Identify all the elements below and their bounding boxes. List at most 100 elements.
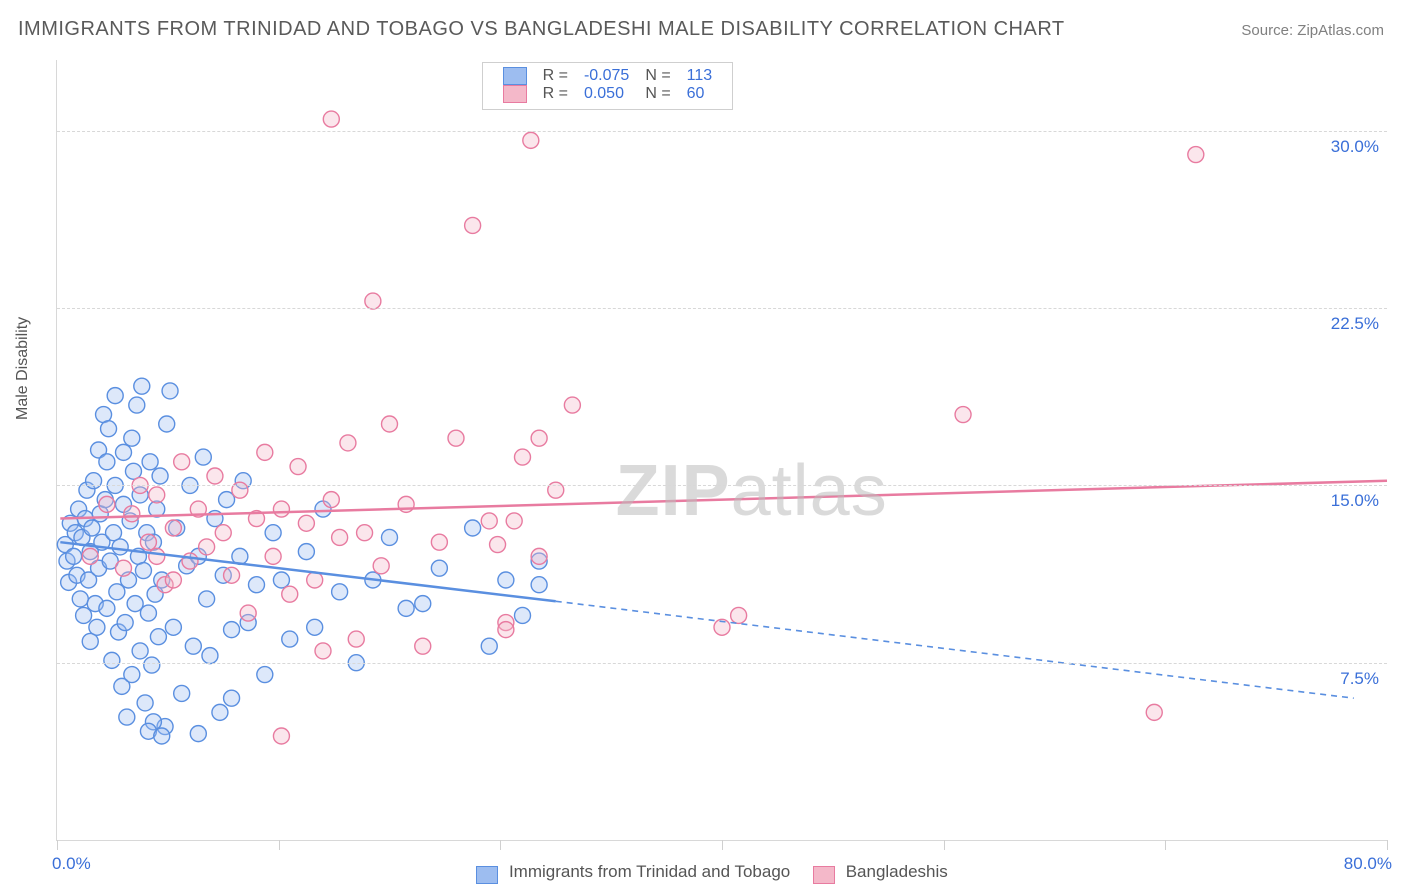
data-point	[162, 383, 178, 399]
data-point	[152, 468, 168, 484]
x-tick	[1165, 840, 1166, 850]
data-point	[498, 572, 514, 588]
data-point	[165, 619, 181, 635]
gridline	[57, 308, 1387, 309]
data-point	[332, 584, 348, 600]
data-point	[323, 492, 339, 508]
data-point	[531, 548, 547, 564]
data-point	[116, 444, 132, 460]
y-tick-label: 30.0%	[1331, 137, 1379, 157]
data-point	[382, 416, 398, 432]
gridline	[57, 663, 1387, 664]
data-point	[119, 709, 135, 725]
data-point	[282, 631, 298, 647]
legend-table: R = -0.075 N = 113 R = 0.050 N = 60	[495, 67, 721, 103]
data-point	[66, 548, 82, 564]
data-point	[124, 430, 140, 446]
source-label: Source: ZipAtlas.com	[1241, 22, 1384, 39]
data-point	[515, 607, 531, 623]
data-point	[273, 572, 289, 588]
data-point	[415, 638, 431, 654]
data-point	[298, 544, 314, 560]
data-point	[195, 449, 211, 465]
data-point	[506, 513, 522, 529]
data-point	[332, 529, 348, 545]
data-point	[564, 397, 580, 413]
data-point	[202, 648, 218, 664]
data-point	[415, 596, 431, 612]
data-point	[731, 607, 747, 623]
r-value: 0.050	[576, 85, 637, 103]
n-value: 60	[679, 85, 721, 103]
data-point	[140, 605, 156, 621]
data-point	[224, 622, 240, 638]
x-tick	[722, 840, 723, 850]
data-point	[107, 388, 123, 404]
n-label: N =	[637, 85, 678, 103]
source-prefix: Source:	[1241, 22, 1297, 39]
data-point	[140, 534, 156, 550]
series-label-bangladeshi: Bangladeshis	[846, 862, 948, 881]
data-point	[129, 397, 145, 413]
data-point	[265, 548, 281, 564]
data-point	[340, 435, 356, 451]
data-point	[257, 667, 273, 683]
data-point	[137, 695, 153, 711]
data-point	[373, 558, 389, 574]
data-point	[448, 430, 464, 446]
data-point	[99, 496, 115, 512]
data-point	[199, 591, 215, 607]
chart-title: IMMIGRANTS FROM TRINIDAD AND TOBAGO VS B…	[18, 18, 1065, 41]
data-point	[132, 643, 148, 659]
data-point	[357, 525, 373, 541]
data-point	[382, 529, 398, 545]
data-point	[298, 515, 314, 531]
swatch-bangladeshi-icon	[503, 85, 527, 103]
data-point	[249, 577, 265, 593]
x-max-label: 80.0%	[1344, 854, 1392, 874]
data-point	[1146, 704, 1162, 720]
data-point	[82, 548, 98, 564]
series-label-trinidad: Immigrants from Trinidad and Tobago	[509, 862, 790, 881]
gridline	[57, 131, 1387, 132]
data-point	[207, 468, 223, 484]
data-point	[212, 704, 228, 720]
data-point	[144, 657, 160, 673]
data-point	[199, 539, 215, 555]
data-point	[224, 567, 240, 583]
data-point	[185, 638, 201, 654]
data-point	[431, 534, 447, 550]
data-point	[150, 629, 166, 645]
data-point	[72, 591, 88, 607]
data-point	[307, 619, 323, 635]
data-point	[323, 111, 339, 127]
data-point	[135, 563, 151, 579]
legend-correlation: R = -0.075 N = 113 R = 0.050 N = 60	[482, 62, 734, 110]
x-tick	[279, 840, 280, 850]
data-point	[282, 586, 298, 602]
data-point	[240, 605, 256, 621]
gridline	[57, 485, 1387, 486]
data-point	[398, 600, 414, 616]
data-point	[273, 728, 289, 744]
data-point	[215, 525, 231, 541]
data-point	[531, 430, 547, 446]
data-point	[154, 728, 170, 744]
data-point	[84, 520, 100, 536]
x-tick	[500, 840, 501, 850]
swatch-trinidad-icon	[503, 67, 527, 85]
data-point	[365, 293, 381, 309]
data-point	[190, 726, 206, 742]
legend-series: Immigrants from Trinidad and Tobago Bang…	[0, 862, 1406, 882]
y-tick-label: 7.5%	[1340, 669, 1379, 689]
data-point	[182, 553, 198, 569]
data-point	[290, 459, 306, 475]
x-tick	[57, 840, 58, 850]
y-tick-label: 22.5%	[1331, 314, 1379, 334]
data-point	[174, 685, 190, 701]
swatch-bangladeshi-icon	[813, 866, 835, 884]
data-point	[101, 421, 117, 437]
r-label: R =	[535, 67, 576, 85]
x-tick	[944, 840, 945, 850]
data-point	[348, 631, 364, 647]
